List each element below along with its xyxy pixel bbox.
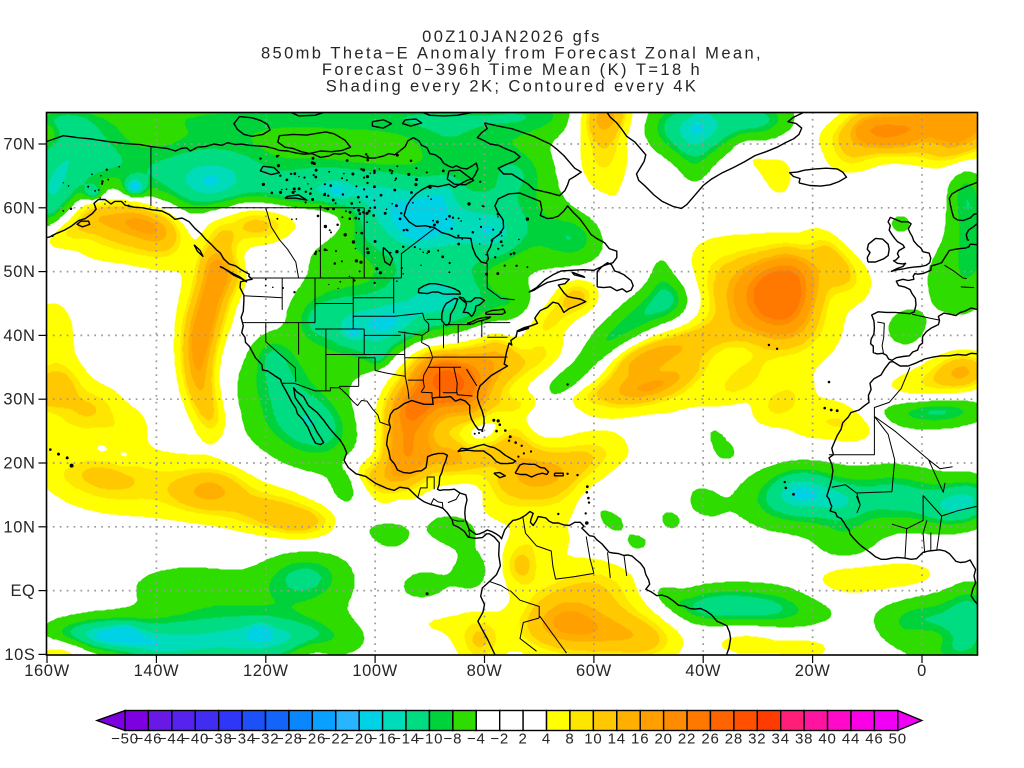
- svg-text:50N: 50N: [3, 263, 35, 281]
- svg-text:26: 26: [701, 731, 719, 748]
- svg-text:−44: −44: [158, 731, 186, 748]
- svg-text:−34: −34: [228, 731, 256, 748]
- svg-text:10N: 10N: [3, 518, 35, 536]
- svg-text:20: 20: [654, 731, 672, 748]
- svg-text:40: 40: [818, 731, 836, 748]
- svg-text:160W: 160W: [24, 662, 70, 680]
- svg-text:70N: 70N: [3, 136, 35, 154]
- svg-text:−2: −2: [490, 731, 509, 748]
- svg-text:32: 32: [748, 731, 766, 748]
- svg-text:20W: 20W: [795, 662, 831, 680]
- svg-text:−28: −28: [275, 731, 303, 748]
- svg-text:8: 8: [565, 731, 574, 748]
- svg-text:60W: 60W: [576, 662, 612, 680]
- svg-text:4: 4: [542, 731, 551, 748]
- svg-text:850mb Theta−E Anomaly from For: 850mb Theta−E Anomaly from Forecast Zona…: [261, 45, 763, 63]
- svg-text:−26: −26: [298, 731, 326, 748]
- svg-text:80W: 80W: [467, 662, 503, 680]
- svg-text:−10: −10: [415, 731, 443, 748]
- svg-text:120W: 120W: [243, 662, 289, 680]
- svg-text:20N: 20N: [3, 455, 35, 473]
- svg-text:30N: 30N: [3, 391, 35, 409]
- svg-text:10S: 10S: [4, 646, 35, 664]
- svg-text:−20: −20: [345, 731, 373, 748]
- svg-text:Forecast 0−396h Time Mean (K): Forecast 0−396h Time Mean (K) T=18 h: [322, 61, 702, 79]
- svg-text:28: 28: [725, 731, 743, 748]
- svg-text:16: 16: [631, 731, 649, 748]
- svg-text:34: 34: [772, 731, 790, 748]
- svg-text:−46: −46: [134, 731, 162, 748]
- svg-text:00Z10JAN2026 gfs: 00Z10JAN2026 gfs: [422, 28, 602, 46]
- svg-text:−16: −16: [369, 731, 397, 748]
- svg-text:2: 2: [519, 731, 528, 748]
- svg-text:100W: 100W: [352, 662, 398, 680]
- svg-text:−40: −40: [181, 731, 209, 748]
- svg-text:−22: −22: [322, 731, 350, 748]
- svg-text:EQ: EQ: [10, 582, 35, 600]
- svg-text:Shading every 2K; Contoured ev: Shading every 2K; Contoured every 4K: [326, 78, 699, 96]
- svg-text:−38: −38: [205, 731, 233, 748]
- svg-text:50: 50: [889, 731, 907, 748]
- svg-text:60N: 60N: [3, 199, 35, 217]
- svg-text:−14: −14: [392, 731, 420, 748]
- svg-text:22: 22: [678, 731, 696, 748]
- svg-text:40N: 40N: [3, 327, 35, 345]
- svg-text:40W: 40W: [685, 662, 721, 680]
- svg-text:−8: −8: [444, 731, 463, 748]
- svg-text:10: 10: [584, 731, 602, 748]
- svg-text:−50: −50: [111, 731, 139, 748]
- svg-text:0: 0: [917, 662, 927, 680]
- svg-text:44: 44: [842, 731, 860, 748]
- svg-text:46: 46: [865, 731, 883, 748]
- svg-text:140W: 140W: [134, 662, 180, 680]
- svg-text:38: 38: [795, 731, 813, 748]
- svg-text:14: 14: [608, 731, 626, 748]
- svg-text:−32: −32: [252, 731, 280, 748]
- svg-text:−4: −4: [467, 731, 486, 748]
